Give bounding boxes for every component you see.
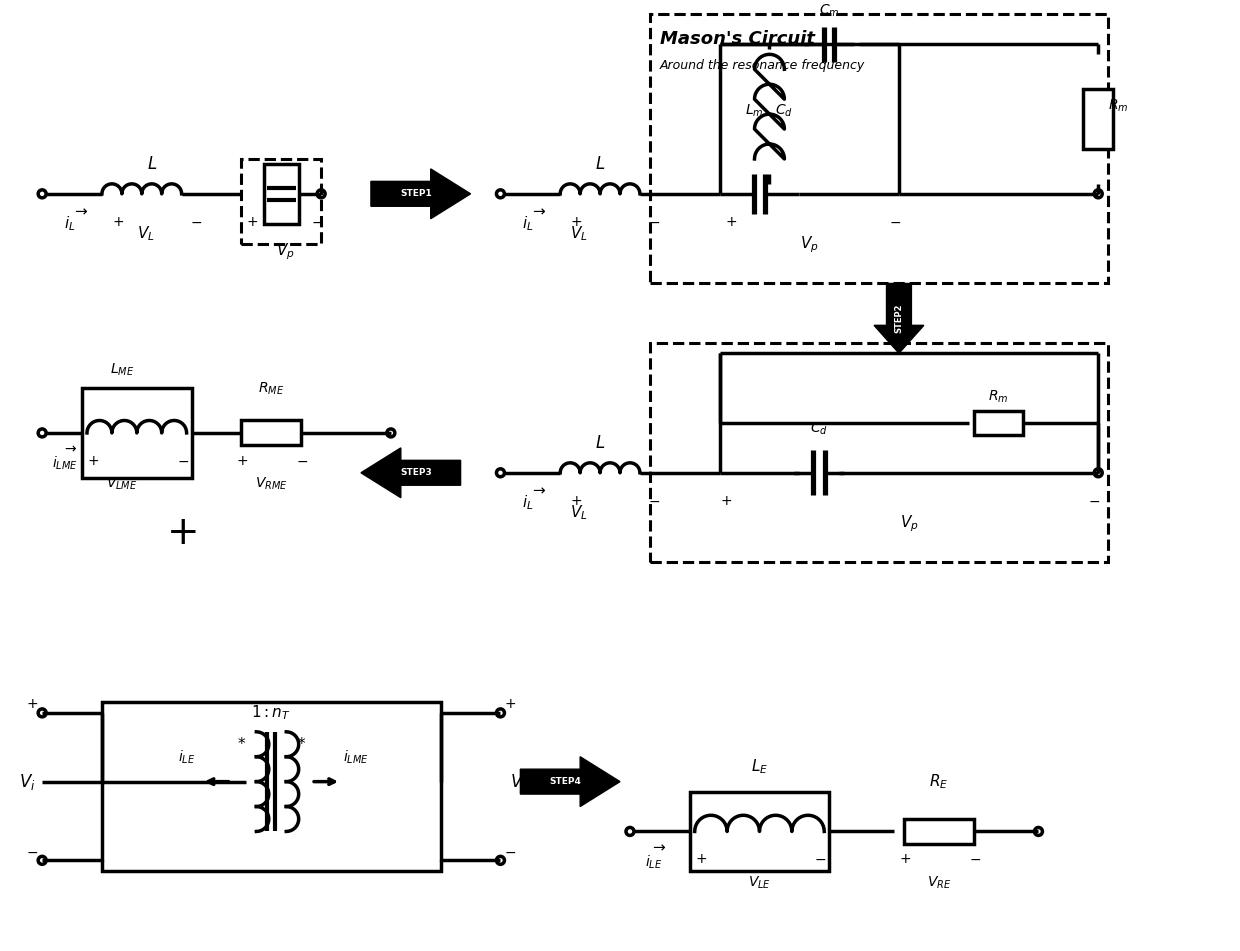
Text: Around the resonance frequency: Around the resonance frequency xyxy=(660,59,866,72)
Text: $\rightarrow$: $\rightarrow$ xyxy=(72,204,89,219)
Text: $+$: $+$ xyxy=(237,454,248,468)
Text: $-$: $-$ xyxy=(1089,494,1100,508)
Text: $1:n_T$: $1:n_T$ xyxy=(252,703,291,722)
Polygon shape xyxy=(361,448,460,497)
Text: $i_L$: $i_L$ xyxy=(522,494,534,513)
Text: $+$: $+$ xyxy=(719,494,732,508)
Text: $-$: $-$ xyxy=(296,454,309,468)
Text: $\rightarrow$: $\rightarrow$ xyxy=(531,204,547,219)
Text: STEP3: STEP3 xyxy=(399,468,432,477)
Text: $V_p$: $V_p$ xyxy=(800,235,818,255)
Polygon shape xyxy=(521,757,620,806)
Text: $-$: $-$ xyxy=(176,454,188,468)
Text: $V_L$: $V_L$ xyxy=(570,504,588,522)
Text: $-$: $-$ xyxy=(26,844,38,859)
Text: $L_m$: $L_m$ xyxy=(745,102,764,119)
Text: $-$: $-$ xyxy=(311,215,324,228)
Bar xyxy=(264,164,299,223)
Text: $L$: $L$ xyxy=(595,155,605,173)
Text: $+$: $+$ xyxy=(112,215,124,228)
Text: $+$: $+$ xyxy=(570,215,583,228)
Text: $i_{LME}$: $i_{LME}$ xyxy=(52,455,78,473)
Text: $+$: $+$ xyxy=(247,215,258,228)
Text: $L$: $L$ xyxy=(595,434,605,452)
Text: STEP2: STEP2 xyxy=(894,303,904,333)
Text: $V_L$: $V_L$ xyxy=(570,224,588,243)
Text: $-$: $-$ xyxy=(647,215,660,228)
Text: $-$: $-$ xyxy=(968,852,981,866)
Text: $-$: $-$ xyxy=(815,852,826,866)
Text: $*$: $*$ xyxy=(296,735,306,749)
FancyBboxPatch shape xyxy=(242,420,301,445)
Text: STEP4: STEP4 xyxy=(549,777,582,786)
Text: $V_p$: $V_p$ xyxy=(899,514,919,534)
Text: $V_{RME}$: $V_{RME}$ xyxy=(255,476,288,492)
Text: STEP1: STEP1 xyxy=(399,189,432,199)
Text: $i_L$: $i_L$ xyxy=(64,215,76,233)
Text: $+$: $+$ xyxy=(505,697,517,711)
Text: $i_L$: $i_L$ xyxy=(522,215,534,233)
Text: $R_m$: $R_m$ xyxy=(988,389,1009,405)
Text: $V_L$: $V_L$ xyxy=(136,224,155,243)
Text: $-$: $-$ xyxy=(505,844,517,859)
Bar xyxy=(82,388,192,477)
Text: $\rightarrow$: $\rightarrow$ xyxy=(650,840,667,854)
Text: $V_{RE}$: $V_{RE}$ xyxy=(926,874,951,891)
Text: $V_p$: $V_p$ xyxy=(277,242,295,262)
Text: $V_T$: $V_T$ xyxy=(510,771,531,791)
Text: $+$: $+$ xyxy=(26,697,38,711)
Text: $L_E$: $L_E$ xyxy=(751,758,768,776)
Text: $\rightarrow$: $\rightarrow$ xyxy=(531,483,547,497)
Text: $i_{LME}$: $i_{LME}$ xyxy=(343,748,368,767)
Text: $R_{ME}$: $R_{ME}$ xyxy=(258,381,284,398)
Text: $-$: $-$ xyxy=(647,494,660,508)
Bar xyxy=(650,343,1109,562)
FancyBboxPatch shape xyxy=(904,819,973,844)
Bar xyxy=(650,14,1109,283)
Text: Mason's Circuit: Mason's Circuit xyxy=(660,30,815,49)
Text: $*$: $*$ xyxy=(237,735,246,749)
Text: $R_m$: $R_m$ xyxy=(1109,97,1128,113)
Text: $-$: $-$ xyxy=(889,215,901,228)
Text: $+$: $+$ xyxy=(694,852,707,866)
Text: $+$: $+$ xyxy=(899,852,911,866)
Text: $i_{LE}$: $i_{LE}$ xyxy=(645,853,662,871)
Bar xyxy=(102,702,440,871)
Text: $L_{ME}$: $L_{ME}$ xyxy=(109,361,134,378)
Text: $C_d$: $C_d$ xyxy=(775,102,794,119)
Text: $C_m$: $C_m$ xyxy=(818,3,839,19)
Bar xyxy=(242,159,321,243)
Text: $+$: $+$ xyxy=(87,454,99,468)
Bar xyxy=(689,791,830,871)
Text: $+$: $+$ xyxy=(166,514,197,552)
Polygon shape xyxy=(371,169,470,219)
FancyBboxPatch shape xyxy=(973,411,1023,436)
Text: $+$: $+$ xyxy=(570,494,583,508)
FancyBboxPatch shape xyxy=(1084,89,1114,149)
Text: $V_{LE}$: $V_{LE}$ xyxy=(748,874,771,891)
Text: $C_d$: $C_d$ xyxy=(810,421,828,437)
Text: $i_{LE}$: $i_{LE}$ xyxy=(177,748,196,767)
Text: $V_{LME}$: $V_{LME}$ xyxy=(107,476,138,492)
Text: $V_i$: $V_i$ xyxy=(19,771,36,791)
Text: $R_E$: $R_E$ xyxy=(929,772,949,791)
Polygon shape xyxy=(874,283,924,353)
Text: $-$: $-$ xyxy=(190,215,202,228)
Text: $L$: $L$ xyxy=(146,155,157,173)
Text: $\rightarrow$: $\rightarrow$ xyxy=(62,442,78,456)
Text: $+$: $+$ xyxy=(724,215,737,228)
